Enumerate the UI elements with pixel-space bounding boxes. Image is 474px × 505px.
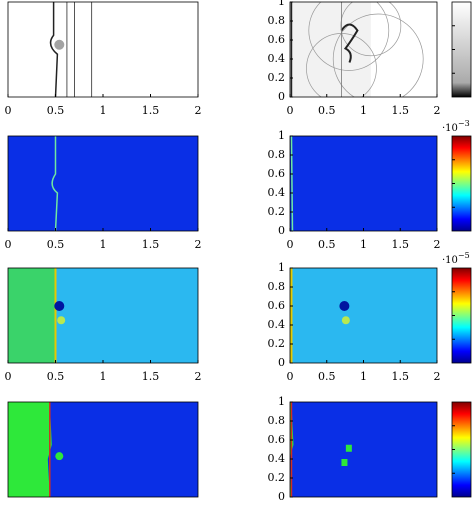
x-tick-label: 1.5 (142, 238, 160, 251)
vortex-low (54, 301, 65, 311)
field (8, 402, 198, 497)
y-tick-label: 0.6 (268, 167, 286, 180)
vortex (54, 39, 65, 50)
field-background (290, 268, 437, 363)
vortex (340, 23, 359, 63)
x-tick-label: 1 (360, 370, 367, 383)
x-tick-label: 0 (287, 104, 294, 117)
y-tick-label: 0.6 (268, 433, 286, 446)
y-tick-label: 0.8 (268, 280, 286, 293)
x-tick-label: 0.5 (318, 104, 336, 117)
field (8, 136, 198, 231)
x-tick-label: 1.5 (142, 370, 160, 383)
y-tick-label: 0.4 (268, 186, 286, 199)
field (290, 136, 437, 231)
wave (332, 13, 424, 97)
blob (55, 452, 64, 461)
x-tick-label: 0 (287, 370, 294, 383)
colorbar-scale: ·10−5 (442, 251, 470, 266)
x-tick-label: 0 (287, 238, 294, 251)
blob (341, 459, 348, 466)
x-tick-label: 0.5 (318, 370, 336, 383)
colorbar-scale: ·10−3 (442, 119, 470, 134)
x-tick-label: 1.5 (392, 104, 410, 117)
y-tick-label: 0.2 (268, 71, 286, 84)
vortex-low (339, 301, 350, 311)
y-tick-label: 1 (278, 0, 285, 8)
field (290, 402, 437, 497)
x-tick-label: 0 (5, 370, 12, 383)
colorbar-scale-base: ·10 (442, 255, 458, 266)
x-tick-label: 0.5 (47, 370, 65, 383)
field (8, 268, 198, 363)
interface (51, 136, 59, 231)
x-tick-label: 1 (100, 238, 107, 251)
field (290, 268, 437, 363)
field (290, 2, 437, 97)
y-tick-label: 0.8 (268, 414, 286, 427)
plot-frame (7, 401, 199, 498)
colorbar-scale-base: ·10 (442, 123, 458, 134)
blob (345, 444, 352, 452)
y-tick-label: 0.4 (268, 52, 286, 65)
wave (308, 2, 390, 71)
x-tick-label: 2 (434, 104, 441, 117)
y-tick-label: 0.2 (268, 205, 286, 218)
y-tick-label: 0 (278, 224, 285, 237)
field-background (8, 136, 198, 231)
x-tick-label: 1 (100, 104, 107, 117)
y-tick-label: 0.2 (268, 471, 286, 484)
field-background (290, 136, 437, 231)
left-region (8, 402, 52, 497)
x-tick-label: 1 (360, 238, 367, 251)
y-tick-label: 0.8 (268, 148, 286, 161)
x-tick-label: 1.5 (392, 238, 410, 251)
y-tick-label: 0.2 (268, 337, 286, 350)
y-tick-label: 0 (278, 490, 285, 503)
y-tick-label: 1 (278, 261, 285, 274)
x-tick-label: 0 (5, 104, 12, 117)
x-tick-label: 2 (195, 104, 202, 117)
y-tick-label: 0.6 (268, 299, 286, 312)
y-tick-label: 1 (278, 129, 285, 142)
y-tick-label: 0.6 (268, 33, 286, 46)
wave (340, 2, 402, 57)
x-tick-label: 1 (100, 370, 107, 383)
vortex-high (57, 316, 66, 325)
plot-frame (289, 401, 438, 498)
vortex-high (341, 316, 350, 325)
field-background (8, 2, 198, 97)
left-region (8, 268, 56, 363)
field-background (290, 402, 437, 497)
interface (49, 2, 59, 97)
x-tick-label: 0 (5, 238, 12, 251)
shocked-region (290, 2, 371, 97)
y-tick-label: 0.4 (268, 452, 286, 465)
y-tick-label: 0 (278, 90, 285, 103)
y-tick-label: 0.8 (268, 14, 286, 27)
y-tick-label: 1 (278, 395, 285, 408)
x-tick-label: 0.5 (47, 238, 65, 251)
x-tick-label: 1 (360, 104, 367, 117)
x-tick-label: 1.5 (392, 370, 410, 383)
x-tick-label: 2 (434, 370, 441, 383)
y-tick-label: 0.4 (268, 318, 286, 331)
y-tick-label: 0 (278, 356, 285, 369)
x-tick-label: 0.5 (47, 104, 65, 117)
colorbar-scale-exponent: −5 (458, 251, 470, 260)
colorbar-scale-exponent: −3 (458, 119, 470, 128)
interface (290, 136, 294, 231)
x-tick-label: 0.5 (318, 238, 336, 251)
x-tick-label: 2 (195, 370, 202, 383)
x-tick-label: 1.5 (142, 104, 160, 117)
field (8, 2, 198, 97)
x-tick-label: 2 (434, 238, 441, 251)
x-tick-label: 2 (195, 238, 202, 251)
